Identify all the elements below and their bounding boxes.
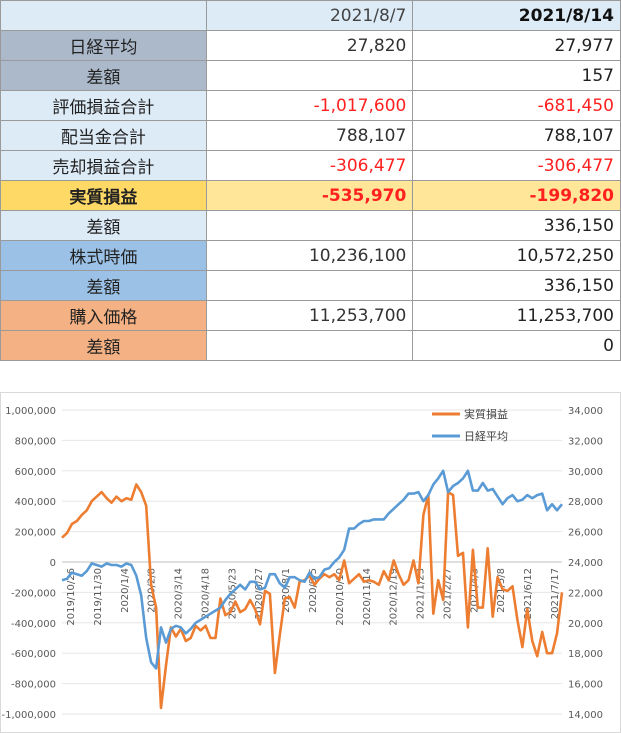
right-axis-tick-label: 14,000 bbox=[568, 710, 603, 721]
x-axis-tick-label: 2020/4/18 bbox=[200, 568, 211, 619]
x-axis-tick-label: 2020/3/14 bbox=[174, 568, 185, 619]
table-row: 差額 336,150 bbox=[0, 270, 621, 301]
row-value-cell-2[interactable]: 27,977 bbox=[412, 30, 621, 61]
header-cell-blank[interactable] bbox=[0, 0, 207, 31]
right-axis-tick-label: 32,000 bbox=[568, 436, 603, 447]
x-axis-tick-label: 2019/10/26 bbox=[66, 568, 77, 626]
x-axis-tick-label: 2020/9/5 bbox=[308, 568, 319, 613]
series-line-nikkei bbox=[61, 469, 564, 670]
right-axis-tick-label: 24,000 bbox=[568, 558, 603, 569]
x-axis-tick-label: 2020/10/10 bbox=[335, 568, 346, 626]
row-value-cell-2[interactable]: 0 bbox=[412, 330, 621, 361]
x-axis-tick-label: 2020/5/23 bbox=[227, 568, 238, 619]
right-axis-tick-label: 30,000 bbox=[568, 467, 603, 478]
row-value-cell-1[interactable] bbox=[205, 60, 414, 91]
x-axis-tick-label: 2021/6/12 bbox=[523, 568, 534, 619]
right-axis-tick-label: 16,000 bbox=[568, 680, 603, 691]
table-row: 差額 0 bbox=[0, 330, 621, 361]
row-label-cell[interactable]: 配当金合計 bbox=[0, 120, 207, 151]
right-axis-tick-label: 26,000 bbox=[568, 528, 603, 539]
row-value-cell-1[interactable]: 10,236,100 bbox=[205, 240, 414, 271]
row-value-cell-1[interactable]: 27,820 bbox=[205, 30, 414, 61]
left-axis-tick-label: 600,000 bbox=[15, 467, 56, 478]
x-axis-tick-label: 2020/6/27 bbox=[254, 568, 265, 619]
row-label-cell[interactable]: 差額 bbox=[0, 270, 207, 301]
row-label-cell[interactable]: 実質損益 bbox=[0, 180, 207, 211]
x-axis-tick-label: 2021/2/27 bbox=[442, 568, 453, 619]
line-chart: -1,000,000 -800,000 -600,000 -400,000 -200,0… bbox=[0, 392, 621, 733]
x-axis-tick-label: 2020/11/14 bbox=[362, 568, 373, 626]
row-value-cell-2[interactable]: 11,253,700 bbox=[412, 300, 621, 331]
table-row: 株式時価 10,236,100 10,572,250 bbox=[0, 240, 621, 271]
row-value-cell-1[interactable]: -306,477 bbox=[205, 150, 414, 181]
left-axis-tick-label: -200,000 bbox=[11, 588, 56, 599]
header-row: 2021/8/7 2021/8/14 bbox=[0, 0, 621, 31]
row-value-cell-1[interactable]: -535,970 bbox=[205, 180, 414, 211]
row-value-cell-1[interactable] bbox=[205, 330, 414, 361]
table-row: 購入価格 11,253,700 11,253,700 bbox=[0, 300, 621, 331]
left-axis-tick-label: -600,000 bbox=[11, 649, 56, 660]
left-axis-tick-label: -400,000 bbox=[11, 619, 56, 630]
right-axis-tick-label: 22,000 bbox=[568, 588, 603, 599]
legend-label-jisshitsu: 実質損益 bbox=[464, 407, 508, 421]
row-value-cell-1[interactable] bbox=[205, 270, 414, 301]
row-value-cell-2[interactable]: 336,150 bbox=[412, 210, 621, 241]
data-table: 2021/8/7 2021/8/14 日経平均 27,820 27,977 差額 157… bbox=[0, 0, 621, 361]
header-cell-date-1[interactable]: 2021/8/7 bbox=[205, 0, 414, 31]
right-axis-tick-label: 18,000 bbox=[568, 649, 603, 660]
row-value-cell-2[interactable]: 336,150 bbox=[412, 270, 621, 301]
table-row: 差額 336,150 bbox=[0, 210, 621, 241]
right-axis-tick-label: 34,000 bbox=[568, 406, 603, 417]
row-label-cell[interactable]: 差額 bbox=[0, 60, 207, 91]
table-row: 配当金合計 788,107 788,107 bbox=[0, 120, 621, 151]
left-axis-tick-label: 1,000,000 bbox=[5, 406, 56, 417]
row-value-cell-2[interactable]: -681,450 bbox=[412, 90, 621, 121]
left-axis-tick-label: 200,000 bbox=[15, 528, 56, 539]
row-value-cell-2[interactable]: -199,820 bbox=[412, 180, 621, 211]
x-axis-tick-label: 2021/1/23 bbox=[416, 568, 427, 619]
header-cell-date-2[interactable]: 2021/8/14 bbox=[412, 0, 621, 31]
row-value-cell-1[interactable]: 788,107 bbox=[205, 120, 414, 151]
row-label-cell[interactable]: 売却損益合計 bbox=[0, 150, 207, 181]
row-label-cell[interactable]: 差額 bbox=[0, 210, 207, 241]
right-axis-tick-label: 28,000 bbox=[568, 497, 603, 508]
x-axis-tick-label: 2021/4/3 bbox=[469, 568, 480, 613]
legend-label-nikkei: 日経平均 bbox=[464, 430, 508, 443]
left-axis-tick-label: -800,000 bbox=[11, 680, 56, 691]
row-value-cell-2[interactable]: 10,572,250 bbox=[412, 240, 621, 271]
row-value-cell-2[interactable]: 788,107 bbox=[412, 120, 621, 151]
row-label-cell[interactable]: 株式時価 bbox=[0, 240, 207, 271]
x-axis-tick-label: 2021/7/17 bbox=[550, 568, 561, 619]
x-axis-tick-label: 2021/5/8 bbox=[496, 568, 507, 613]
row-value-cell-1[interactable]: 11,253,700 bbox=[205, 300, 414, 331]
left-axis-tick-label: -1,000,000 bbox=[1, 710, 56, 721]
table-row: 実質損益 -535,970 -199,820 bbox=[0, 180, 621, 211]
table-row: 日経平均 27,820 27,977 bbox=[0, 30, 621, 61]
left-axis-tick-label: 400,000 bbox=[15, 497, 56, 508]
row-value-cell-2[interactable]: 157 bbox=[412, 60, 621, 91]
x-axis-tick-label: 2020/12/19 bbox=[389, 568, 400, 626]
series-line-jisshitsu bbox=[61, 483, 564, 710]
right-axis-tick-label: 20,000 bbox=[568, 619, 603, 630]
left-axis-tick-label: 800,000 bbox=[15, 436, 56, 447]
table-row: 売却損益合計 -306,477 -306,477 bbox=[0, 150, 621, 181]
x-axis-tick-label: 2019/11/30 bbox=[93, 568, 104, 626]
x-axis-tick-label: 2020/8/1 bbox=[281, 568, 292, 613]
row-label-cell[interactable]: 日経平均 bbox=[0, 30, 207, 61]
row-label-cell[interactable]: 購入価格 bbox=[0, 300, 207, 331]
x-axis-tick-label: 2020/1/4 bbox=[120, 568, 131, 613]
row-value-cell-1[interactable] bbox=[205, 210, 414, 241]
row-label-cell[interactable]: 差額 bbox=[0, 330, 207, 361]
row-value-cell-2[interactable]: -306,477 bbox=[412, 150, 621, 181]
table-row: 評価損益合計 -1,017,600 -681,450 bbox=[0, 90, 621, 121]
row-label-cell[interactable]: 評価損益合計 bbox=[0, 90, 207, 121]
left-axis-tick-label: 0 bbox=[50, 558, 56, 569]
table-row: 差額 157 bbox=[0, 60, 621, 91]
row-value-cell-1[interactable]: -1,017,600 bbox=[205, 90, 414, 121]
